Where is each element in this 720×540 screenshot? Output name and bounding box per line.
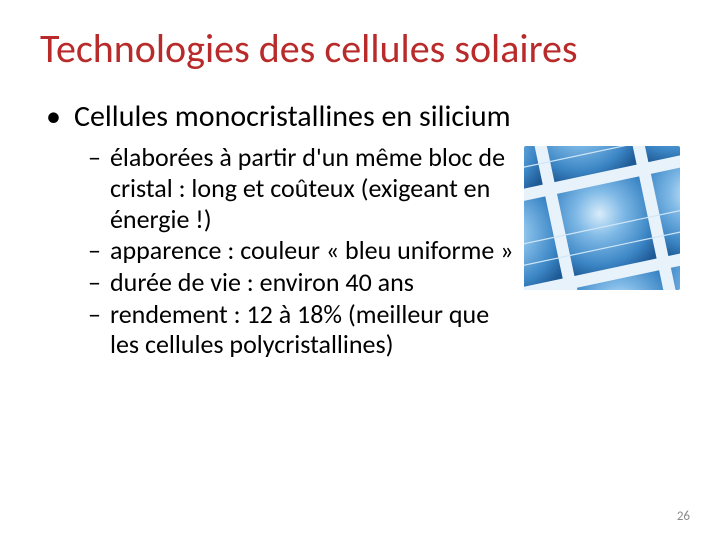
bullet-item: Cellules monocristallines en silicium él…: [46, 99, 680, 361]
bullet-text: Cellules monocristallines en silicium: [74, 98, 511, 135]
sub-bullet-text: durée de vie : environ 40 ans: [110, 266, 414, 298]
sub-bullet-item: durée de vie : environ 40 ans: [88, 267, 520, 298]
bullet-list-level1: Cellules monocristallines en silicium él…: [46, 99, 680, 361]
sub-bullet-text: rendement : 12 à 18% (meilleur que les c…: [110, 298, 489, 361]
solar-panel-image: [524, 146, 680, 290]
sub-bullet-text: élaborées à partir d'un même bloc de cri…: [110, 141, 505, 234]
slide-title: Technologies des cellules solaires: [40, 24, 680, 73]
bullet-list-level2: élaborées à partir d'un même bloc de cri…: [88, 142, 520, 361]
sub-bullet-item: élaborées à partir d'un même bloc de cri…: [88, 142, 520, 234]
level2-row: élaborées à partir d'un même bloc de cri…: [74, 142, 680, 361]
sub-bullet-text: apparence : couleur « bleu uniforme »: [110, 234, 514, 266]
page-number: 26: [677, 509, 690, 524]
slide: Technologies des cellules solaires Cellu…: [0, 0, 720, 540]
sub-bullet-item: apparence : couleur « bleu uniforme »: [88, 235, 520, 266]
sub-bullet-item: rendement : 12 à 18% (meilleur que les c…: [88, 299, 520, 360]
